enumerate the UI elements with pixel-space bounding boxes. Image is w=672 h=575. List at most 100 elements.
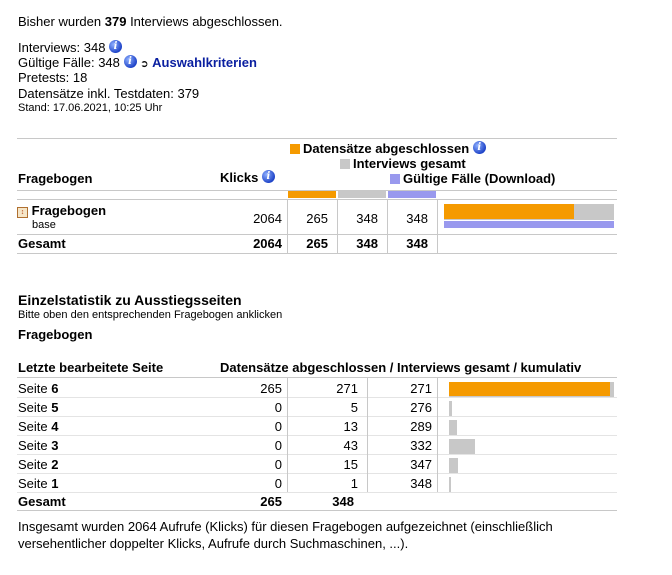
total-valid: 348 <box>406 236 428 251</box>
col-divider <box>367 378 368 492</box>
divider <box>17 510 617 511</box>
footer-text: Insgesamt wurden 2064 Aufrufe (Klicks) f… <box>18 519 553 551</box>
exit-row-page: 1 <box>51 476 59 491</box>
info-icon[interactable]: i <box>109 40 123 53</box>
exit-total-interviews: 348 <box>332 494 354 509</box>
exit-row-page: 5 <box>51 400 59 415</box>
bar-completed <box>444 204 574 219</box>
divider <box>17 416 617 417</box>
exit-row-completed: 0 <box>274 400 282 415</box>
summary-count: 379 <box>104 14 127 29</box>
exit-row-completed: 0 <box>274 476 282 491</box>
col-divider <box>437 199 438 254</box>
exit-row-label: Seite 2 <box>18 457 58 472</box>
exit-row-page: 3 <box>51 438 59 453</box>
questionnaire-row[interactable]: ↕ Fragebogen <box>17 203 106 218</box>
header-clicks: Klicks i <box>220 170 275 185</box>
exit-row-completed: 0 <box>274 438 282 453</box>
total-interviews: 348 <box>356 236 378 251</box>
legend-interviews-label: Interviews gesamt <box>353 156 466 171</box>
exit-row-prefix: Seite <box>18 400 52 415</box>
exit-row-label: Seite 1 <box>18 476 58 491</box>
exit-row-bar-interviews <box>449 458 459 473</box>
exit-row-bar-interviews <box>449 401 452 416</box>
exit-row-page: 4 <box>51 419 59 434</box>
exit-row-label: Seite 3 <box>18 438 58 453</box>
exit-row-label: Seite 4 <box>18 419 58 434</box>
exit-heading: Einzelstatistik zu Ausstiegsseiten <box>18 292 242 308</box>
exit-row-cumulative: 276 <box>410 400 432 415</box>
column-color-orange <box>288 191 336 198</box>
legend-completed-label: Datensätze abgeschlossen <box>303 141 470 156</box>
divider <box>17 253 617 254</box>
questionnaire-sub: base <box>32 219 56 231</box>
divider <box>17 435 617 436</box>
exit-row-label: Seite 5 <box>18 400 58 415</box>
exit-row-page: 6 <box>51 381 59 396</box>
questionnaire-icon: ↕ <box>17 207 28 218</box>
exit-total-completed: 265 <box>260 494 282 509</box>
divider <box>17 397 617 398</box>
legend-valid: Gültige Fälle (Download) <box>390 171 555 186</box>
exit-total-label: Gesamt <box>18 494 66 509</box>
exit-row-cumulative: 289 <box>410 419 432 434</box>
exit-row-prefix: Seite <box>18 381 52 396</box>
exit-row-label: Seite 6 <box>18 381 58 396</box>
exit-row-completed: 0 <box>274 419 282 434</box>
info-icon[interactable]: i <box>123 55 137 68</box>
exit-row-bar-interviews <box>449 477 451 492</box>
summary-suffix: Interviews abgeschlossen. <box>130 14 283 29</box>
exit-row-cumulative: 271 <box>410 381 432 396</box>
summary-line: Bisher wurden 379 Interviews abgeschloss… <box>18 14 283 29</box>
exit-row-bar-interviews <box>449 420 457 435</box>
exit-hint: Bitte oben den entsprechenden Fragebogen… <box>18 309 283 321</box>
col-divider <box>437 378 438 492</box>
header-questionnaire: Fragebogen <box>18 171 93 186</box>
summary-prefix: Bisher wurden <box>18 14 102 29</box>
legend-swatch-purple <box>390 174 400 184</box>
exit-row-cumulative: 348 <box>410 476 432 491</box>
total-completed: 265 <box>306 236 328 251</box>
exit-row-prefix: Seite <box>18 457 52 472</box>
divider <box>17 199 617 200</box>
info-icon[interactable]: i <box>261 170 275 183</box>
legend-interviews: Interviews gesamt <box>340 156 466 171</box>
interviews-value: 348 <box>356 211 378 226</box>
exit-row-interviews: 15 <box>343 457 358 472</box>
legend-valid-label: Gültige Fälle (Download) <box>403 171 556 186</box>
records-text: Datensätze inkl. Testdaten: 379 <box>18 86 200 101</box>
clicks-value: 2064 <box>253 211 282 226</box>
arrow-link-icon: ➲ <box>140 59 149 70</box>
legend-swatch-gray <box>340 159 350 169</box>
exit-row-prefix: Seite <box>18 419 52 434</box>
exit-row-bar-interviews <box>449 439 476 454</box>
exit-row-interviews: 13 <box>343 419 358 434</box>
header-exit-stats: Datensätze abgeschlossen / Interviews ge… <box>220 360 582 375</box>
bar-valid <box>444 221 614 228</box>
exit-row-cumulative: 332 <box>410 438 432 453</box>
exit-questionnaire: Fragebogen <box>18 327 93 342</box>
divider <box>17 234 617 235</box>
exit-row-cumulative: 347 <box>410 457 432 472</box>
exit-row-interviews: 271 <box>336 381 358 396</box>
col-divider <box>387 199 388 254</box>
valid-cases-text: Gültige Fälle: 348 <box>18 55 120 70</box>
col-divider <box>287 378 288 492</box>
header-last-page: Letzte bearbeitete Seite <box>18 360 164 375</box>
valid-cases-line: Gültige Fälle: 348 i ➲ Auswahlkriterien <box>18 55 257 70</box>
exit-row-completed: 265 <box>260 381 282 396</box>
exit-row-prefix: Seite <box>18 476 52 491</box>
info-icon[interactable]: i <box>472 141 486 154</box>
column-color-gray <box>338 191 386 198</box>
exit-row-interviews: 5 <box>350 400 358 415</box>
stand-text: Stand: 17.06.2021, 10:25 Uhr <box>18 102 163 114</box>
exit-row-page: 2 <box>51 457 59 472</box>
divider <box>17 492 617 493</box>
col-divider <box>337 199 338 254</box>
exit-row-interviews: 1 <box>350 476 358 491</box>
interviews-line: Interviews: 348 i <box>18 40 123 55</box>
col-divider <box>287 199 288 254</box>
divider <box>17 138 617 139</box>
criteria-link[interactable]: Auswahlkriterien <box>152 55 257 70</box>
total-label: Gesamt <box>18 236 66 251</box>
